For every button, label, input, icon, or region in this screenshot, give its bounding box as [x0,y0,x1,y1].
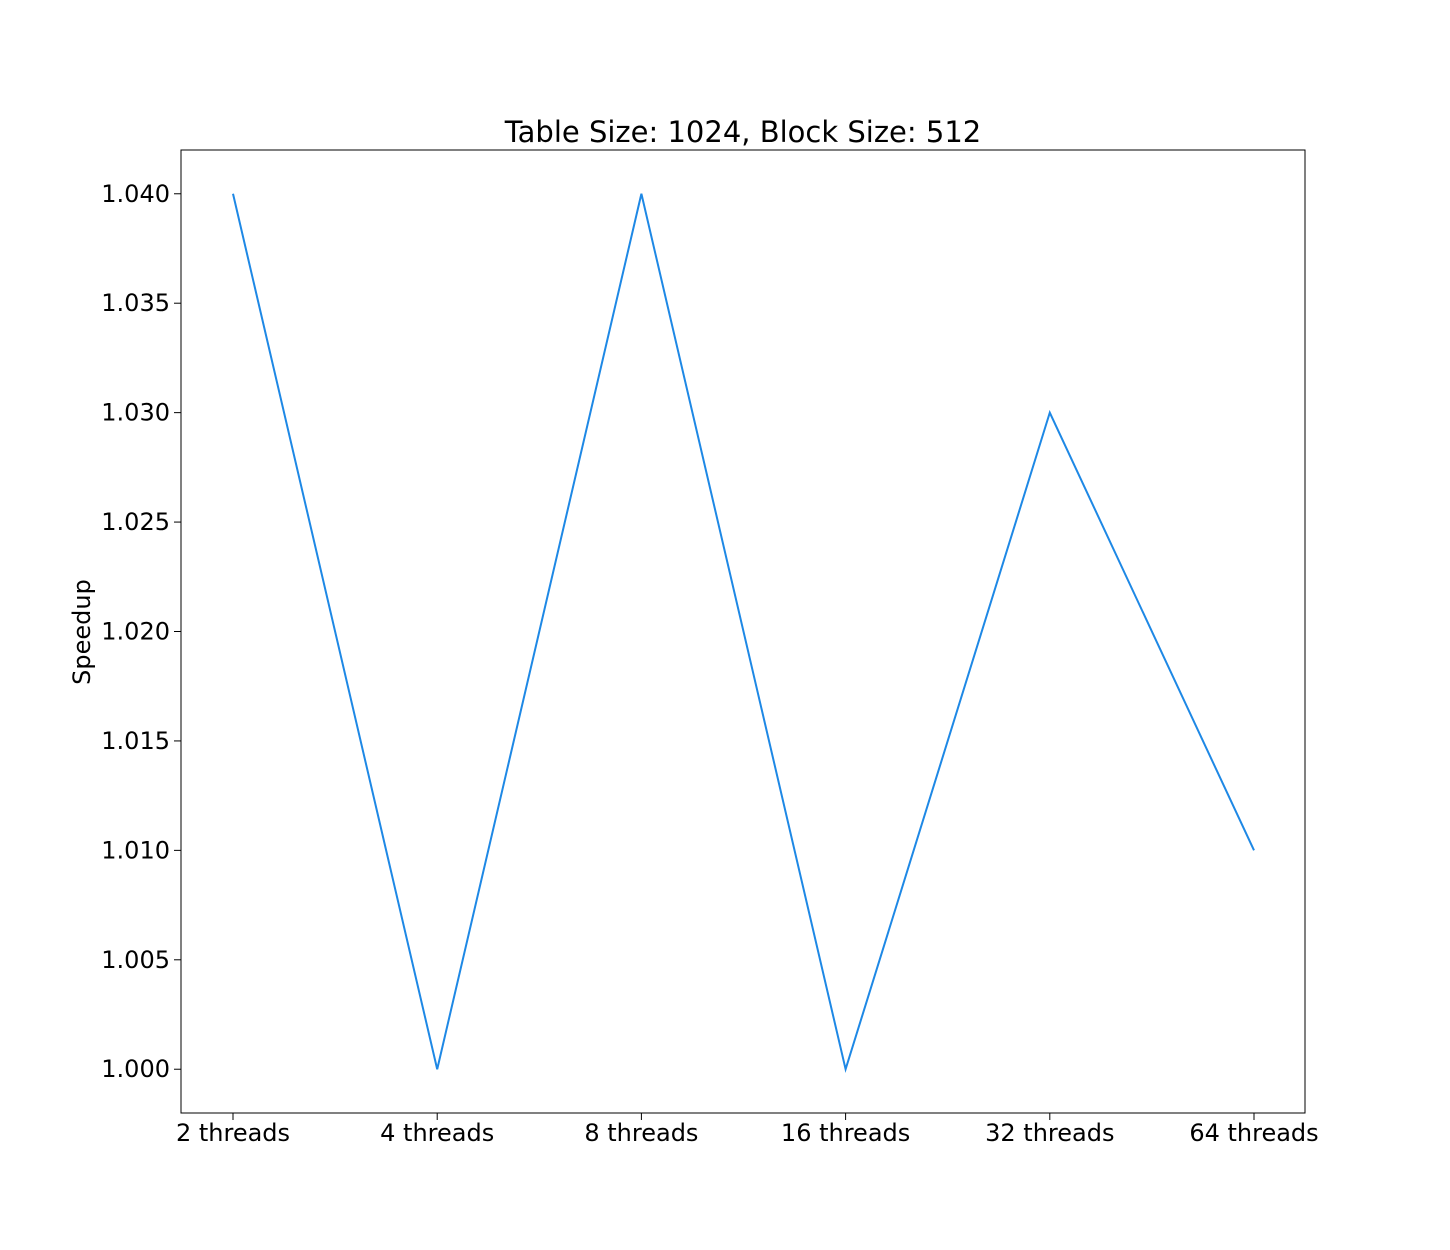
y-axis: 1.000 1.005 1.010 1.015 1.020 1.025 1.030 1.035… [101,180,181,1083]
series-layer [232,193,1255,1074]
y-tick-label: 1.040 [101,180,170,208]
chart-title: Table Size: 1024, Block Size: 512 [504,115,982,149]
series-line [232,193,1255,1074]
x-tick-label: 4 threads [380,1119,494,1147]
x-tick-label: 64 threads [1189,1119,1318,1147]
y-tick-label: 1.030 [101,399,170,427]
y-tick-label: 1.035 [101,289,170,317]
y-tick-label: 1.015 [101,727,170,755]
y-axis-label: Speedup [68,579,96,685]
y-tick-label: 1.020 [101,618,170,646]
x-axis: 2 threads 4 threads 8 threads 16 threads 32 … [176,1113,1319,1147]
y-tick-label: 1.010 [101,836,170,864]
y-tick-label: 1.025 [101,508,170,536]
y-tick-label: 1.000 [101,1055,170,1083]
x-tick-label: 16 threads [781,1119,910,1147]
x-tick-label: 2 threads [176,1119,290,1147]
x-tick-label: 8 threads [584,1119,698,1147]
x-tick-label: 32 threads [985,1119,1114,1147]
y-tick-label: 1.005 [101,946,170,974]
